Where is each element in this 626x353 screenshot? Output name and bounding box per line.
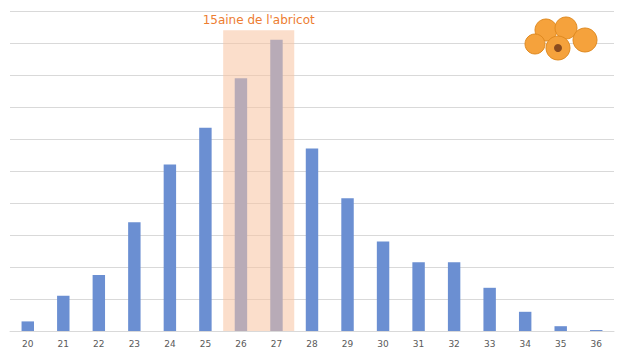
svg-text:34: 34: [519, 339, 531, 349]
svg-text:36: 36: [591, 339, 603, 349]
svg-text:23: 23: [129, 339, 140, 349]
svg-text:21: 21: [58, 339, 69, 349]
svg-text:35: 35: [555, 339, 566, 349]
svg-text:28: 28: [306, 339, 318, 349]
svg-text:31: 31: [413, 339, 424, 349]
svg-text:32: 32: [448, 339, 459, 349]
svg-text:24: 24: [164, 339, 176, 349]
svg-text:33: 33: [484, 339, 495, 349]
svg-text:30: 30: [377, 339, 389, 349]
svg-text:25: 25: [200, 339, 211, 349]
svg-text:27: 27: [271, 339, 282, 349]
svg-text:26: 26: [235, 339, 247, 349]
svg-text:15aine de l'abricot: 15aine de l'abricot: [203, 13, 315, 27]
svg-text:20: 20: [22, 339, 34, 349]
svg-text:29: 29: [342, 339, 354, 349]
svg-text:22: 22: [93, 339, 104, 349]
